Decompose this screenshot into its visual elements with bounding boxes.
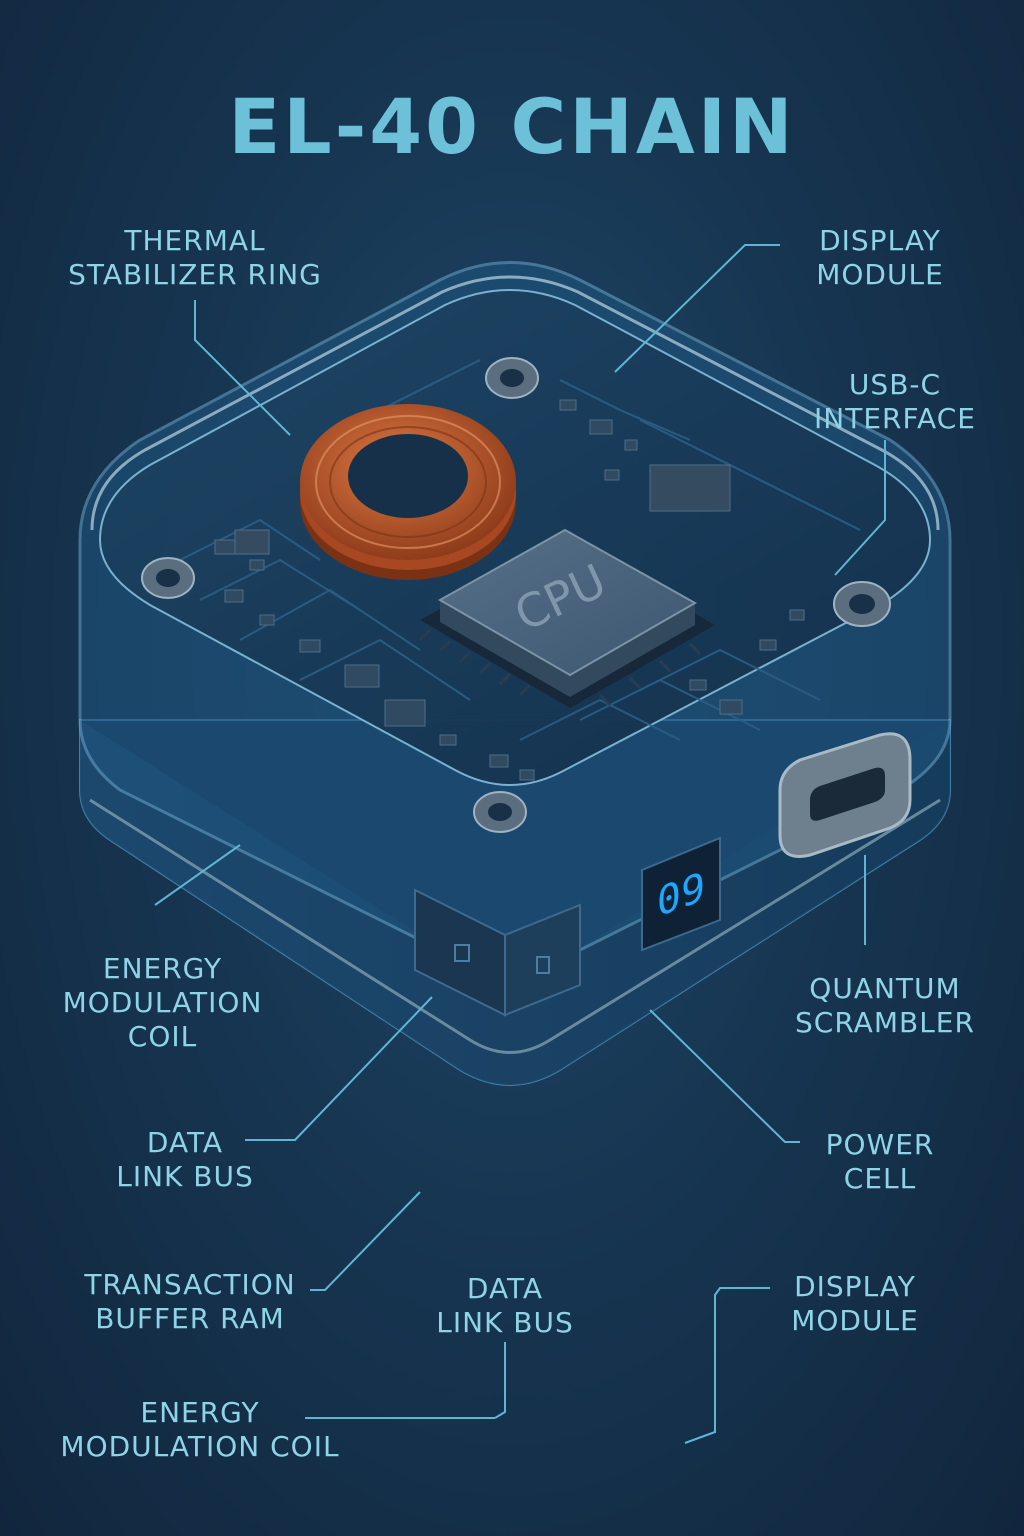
- leader-energy-left: [154, 844, 241, 906]
- thermal-stabilizer-ring: [300, 404, 516, 580]
- screw-left: [141, 557, 195, 599]
- leader-transaction: [310, 1191, 421, 1291]
- circuit-traces: [179, 359, 861, 741]
- label-power-cell: POWER CELL: [825, 1128, 935, 1195]
- cpu-chip: CPU: [418, 528, 715, 708]
- leader-data-left: [245, 996, 433, 1141]
- leader-lines: [154, 244, 886, 1444]
- label-transaction-buffer-ram: TRANSACTION BUFFER RAM: [84, 1268, 296, 1335]
- screw-right: [833, 581, 891, 627]
- display-module: 09: [641, 836, 721, 952]
- data-link-port: [414, 888, 581, 1017]
- label-thermal-stabilizer-ring: THERMAL STABILIZER RING: [68, 224, 322, 291]
- label-usb-c-interface: USB-C INTERFACE: [814, 368, 976, 435]
- usb-c-port: [778, 732, 912, 858]
- leader-thermal: [194, 300, 291, 436]
- leader-display-bottom: [684, 1287, 770, 1444]
- label-energy-modulation-coil-left: ENERGY MODULATION COIL: [62, 952, 263, 1053]
- leader-usb: [834, 440, 886, 576]
- label-quantum-scrambler: QUANTUM SCRAMBLER: [795, 972, 975, 1039]
- leader-display-top: [614, 244, 780, 373]
- label-display-module-top: DISPLAY MODULE: [816, 224, 944, 291]
- leader-data-bottom: [494, 1342, 506, 1419]
- leader-power: [649, 1009, 800, 1143]
- label-display-module-bottom: DISPLAY MODULE: [791, 1270, 919, 1337]
- label-data-link-bus-bottom: DATA LINK BUS: [436, 1272, 574, 1339]
- screw-bottom: [473, 791, 527, 833]
- mounting-screws: [141, 357, 891, 833]
- smd-components: [214, 399, 805, 781]
- label-data-link-bus-left: DATA LINK BUS: [116, 1126, 254, 1193]
- label-energy-modulation-coil-bottom: ENERGY MODULATION COIL: [60, 1396, 340, 1463]
- screw-top: [485, 357, 539, 399]
- diagram-title: EL-40 CHAIN: [228, 82, 796, 171]
